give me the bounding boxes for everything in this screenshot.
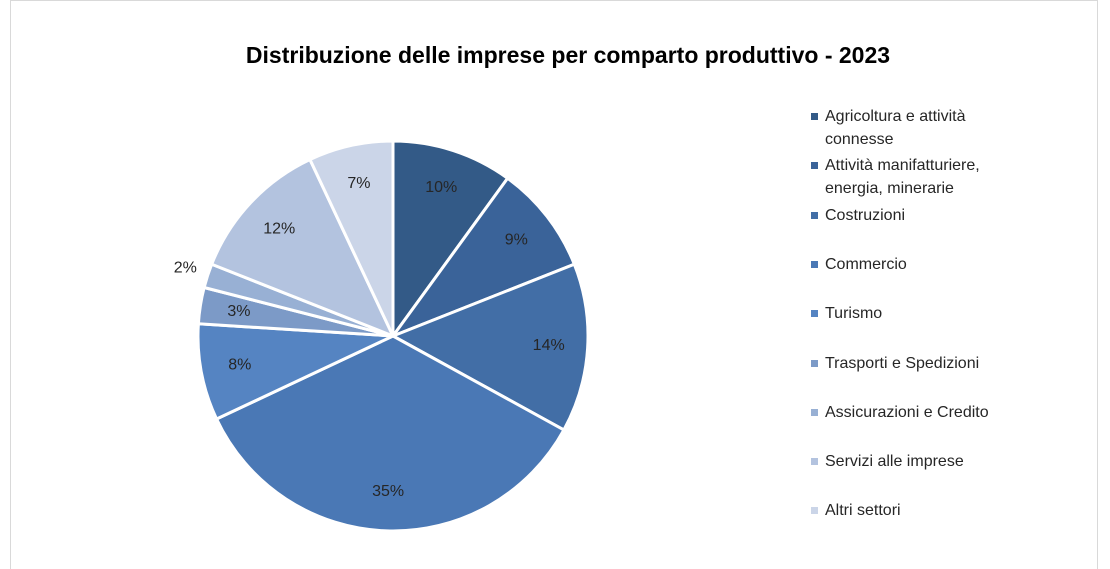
legend-swatch bbox=[811, 507, 818, 515]
legend-label: Trasporti e Spedizioni bbox=[825, 354, 980, 372]
legend-swatch bbox=[811, 162, 818, 170]
data-label: 14% bbox=[533, 337, 565, 354]
pie-slice bbox=[209, 157, 396, 339]
legend-label: Turismo bbox=[825, 305, 883, 323]
chart-title: Distribuzione delle imprese per comparto… bbox=[246, 42, 890, 68]
legend-swatch bbox=[811, 458, 818, 466]
data-label: 12% bbox=[263, 220, 295, 237]
legend-swatch bbox=[811, 113, 818, 120]
pie-slice bbox=[388, 176, 577, 340]
legend-swatch bbox=[811, 359, 818, 367]
legend-item: Trasporti e Spedizioni bbox=[811, 352, 1021, 375]
legend-label: Servizi alle imprese bbox=[825, 453, 964, 471]
pie-slice bbox=[214, 334, 566, 533]
legend-item: Altri settori bbox=[811, 499, 1021, 522]
pie-slice bbox=[307, 139, 395, 337]
data-label: 10% bbox=[425, 179, 457, 196]
legend-item: Servizi alle imprese bbox=[811, 450, 1021, 473]
pie-slice bbox=[389, 262, 590, 432]
legend-swatch bbox=[811, 211, 818, 219]
legend-swatch bbox=[811, 260, 818, 268]
legend-swatch bbox=[811, 408, 818, 416]
legend-item: Turismo bbox=[811, 302, 1021, 325]
data-label: 35% bbox=[372, 483, 404, 500]
legend-item: Assicurazioni e Credito bbox=[811, 401, 1021, 424]
legend-label: Altri settori bbox=[825, 502, 901, 520]
legend-item: Agricoltura e attività connesse bbox=[811, 105, 1021, 151]
pie-slice bbox=[391, 139, 510, 341]
data-label: 2% bbox=[174, 260, 197, 277]
data-label: 9% bbox=[505, 232, 528, 249]
legend-label: Commercio bbox=[825, 255, 907, 273]
data-label: 8% bbox=[228, 356, 251, 373]
pie-slice bbox=[196, 322, 394, 422]
legend-label: Attività manifatturiere, energia, minera… bbox=[825, 157, 980, 198]
legend-label: Assicurazioni e Credito bbox=[825, 403, 989, 421]
legend-swatch bbox=[811, 310, 818, 318]
legend-item: Commercio bbox=[811, 253, 1021, 276]
data-label: 3% bbox=[227, 303, 250, 320]
legend-item: Costruzioni bbox=[811, 204, 1021, 227]
legend-label: Costruzioni bbox=[825, 206, 906, 224]
data-label: 7% bbox=[347, 175, 370, 192]
chart-frame bbox=[10, 0, 1098, 569]
legend-label: Agricoltura e attività connesse bbox=[825, 108, 966, 148]
legend-item: Attività manifatturiere, energia, minera… bbox=[811, 154, 1021, 200]
